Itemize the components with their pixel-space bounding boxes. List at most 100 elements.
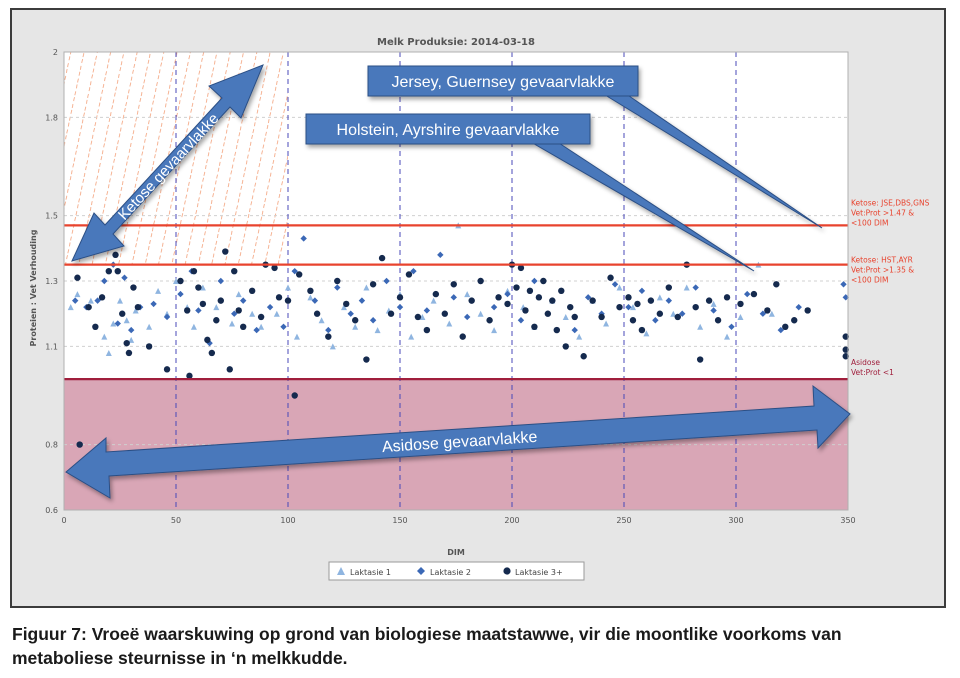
legend[interactable]: Laktasie 1 Laktasie 2 Laktasie 3+ <box>328 561 585 581</box>
point-laktasie-2 <box>744 290 751 298</box>
point-laktasie-3 <box>647 297 655 304</box>
point-laktasie-1 <box>341 304 347 311</box>
point-laktasie-1 <box>87 297 94 304</box>
point-laktasie-1 <box>768 310 775 317</box>
point-laktasie-1 <box>146 323 153 330</box>
point-laktasie-3 <box>495 294 502 301</box>
point-laktasie-3 <box>114 267 121 275</box>
point-laktasie-1 <box>683 284 690 291</box>
point-laktasie-3 <box>616 303 623 311</box>
y-tick-label: 2 <box>53 48 58 57</box>
point-laktasie-3 <box>842 353 849 360</box>
point-laktasie-2 <box>840 281 847 288</box>
point-laktasie-2 <box>710 307 717 314</box>
point-laktasie-1 <box>629 304 636 311</box>
point-laktasie-3 <box>313 310 321 317</box>
x-tick-label: 50 <box>171 516 181 525</box>
point-laktasie-2 <box>777 326 784 334</box>
x-tick-label: 250 <box>616 516 631 525</box>
point-laktasie-2 <box>410 267 417 275</box>
asidose-double-arrow <box>65 384 851 499</box>
ketose-double-arrow <box>71 64 264 262</box>
figure-caption: Figuur 7: Vroeë waarskuwing op grond van… <box>12 622 947 670</box>
jersey-annotation: Jersey, Guernsey gevaarvlakke <box>392 74 615 91</box>
point-laktasie-2 <box>128 326 135 334</box>
point-laktasie-1 <box>419 313 426 320</box>
y-axis-ticks: 0.6 0.8 1.1 1.3 1.5 1.8 2 <box>45 48 58 515</box>
point-laktasie-3 <box>450 281 457 288</box>
point-laktasie-3 <box>625 294 632 301</box>
point-laktasie-2 <box>571 326 578 334</box>
point-laktasie-2 <box>72 297 79 304</box>
point-laktasie-1 <box>737 313 744 320</box>
point-laktasie-3 <box>378 254 386 262</box>
point-laktasie-1 <box>105 349 112 356</box>
x-tick-label: 350 <box>840 516 855 525</box>
reference-line-label: Vet:Prot <1 <box>851 368 894 377</box>
point-laktasie-3 <box>240 323 247 330</box>
point-laktasie-1 <box>352 323 359 330</box>
reference-line-label: Ketose: JSE,DBS,GNS <box>851 198 930 207</box>
reference-line-label: Vet:Prot >1.47 & <box>851 208 914 217</box>
point-laktasie-2 <box>253 326 260 334</box>
point-laktasie-3 <box>486 317 493 324</box>
point-laktasie-3 <box>195 284 202 291</box>
caption-line-2: metaboliese steurnisse in ‘n melkkudde. <box>12 648 348 668</box>
point-laktasie-3 <box>291 392 298 399</box>
x-tick-label: 300 <box>728 516 743 525</box>
point-laktasie-2 <box>692 284 699 291</box>
point-laktasie-2 <box>334 284 341 291</box>
point-laktasie-2 <box>300 235 307 242</box>
point-laktasie-2 <box>94 297 101 304</box>
point-laktasie-3 <box>334 277 341 285</box>
point-laktasie-3 <box>544 310 552 317</box>
point-laktasie-2 <box>121 274 128 281</box>
point-laktasie-3 <box>284 297 292 304</box>
point-laktasie-2 <box>490 303 498 311</box>
point-laktasie-1 <box>101 333 108 340</box>
figure-frame: Melk Produksie: 2014-03-18 0.6 0.8 1.1 1.3 1… <box>10 8 946 608</box>
point-laktasie-2 <box>531 277 538 285</box>
point-laktasie-2 <box>638 287 646 295</box>
point-laktasie-2 <box>652 317 659 324</box>
point-laktasie-3 <box>665 284 672 291</box>
point-laktasie-3 <box>343 300 350 308</box>
point-laktasie-1 <box>190 323 197 330</box>
point-laktasie-2 <box>291 267 298 275</box>
point-laktasie-3 <box>98 294 106 301</box>
point-laktasie-3 <box>696 356 704 363</box>
point-laktasie-3 <box>468 297 475 304</box>
point-laktasie-3 <box>580 353 587 360</box>
point-laktasie-3 <box>459 333 466 340</box>
point-laktasie-1 <box>616 284 623 291</box>
point-laktasie-3 <box>432 290 440 298</box>
point-laktasie-3 <box>105 267 113 275</box>
point-laktasie-3 <box>369 281 377 288</box>
point-laktasie-2 <box>450 294 457 301</box>
point-laktasie-2 <box>114 320 121 327</box>
point-laktasie-3 <box>275 294 283 301</box>
point-laktasie-3 <box>248 287 256 295</box>
point-laktasie-3 <box>199 300 207 308</box>
point-laktasie-3 <box>504 300 511 308</box>
point-laktasie-1 <box>249 310 256 317</box>
point-laktasie-3 <box>842 333 849 340</box>
data-points <box>67 222 849 458</box>
point-laktasie-3 <box>737 300 744 308</box>
caption-line-1: Figuur 7: Vroeë waarskuwing op grond van… <box>12 624 842 644</box>
point-laktasie-3 <box>226 366 233 373</box>
x-axis-ticks: 0 50 100 150 200 250 300 350 <box>61 516 855 525</box>
point-laktasie-3 <box>773 281 780 288</box>
point-laktasie-2 <box>280 323 287 330</box>
point-laktasie-3 <box>589 297 596 304</box>
point-laktasie-3 <box>638 326 646 334</box>
point-laktasie-2 <box>464 313 471 321</box>
point-laktasie-1 <box>697 323 704 330</box>
point-laktasie-1 <box>670 310 677 317</box>
point-laktasie-1 <box>374 327 381 334</box>
point-laktasie-2 <box>665 297 672 304</box>
point-laktasie-2 <box>177 290 184 298</box>
point-laktasie-3 <box>352 317 359 324</box>
point-laktasie-3 <box>723 294 731 301</box>
